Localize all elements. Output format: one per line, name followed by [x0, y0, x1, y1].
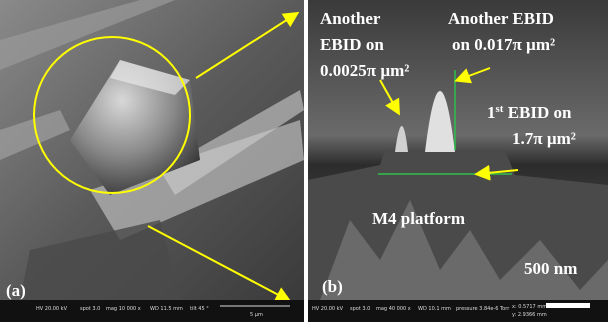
annotation: on 0.017π µm² [452, 35, 555, 54]
annotation: EBID on [320, 35, 384, 54]
info-text: WD 10.1 mm [418, 306, 451, 312]
annotation-part: EBID on [503, 103, 572, 122]
info-text: WD 11.5 mm [150, 306, 183, 312]
scale-bar [546, 303, 590, 308]
info-text: spot 3.0 [80, 306, 100, 312]
panel-a: (a) HV 20.00 kV spot 3.0 mag 10 000 x WD… [0, 0, 304, 322]
panel-label: (a) [6, 281, 26, 300]
annotation: Another [320, 9, 381, 28]
platform-label: M4 platform [372, 209, 465, 228]
panel-b: Another EBID on 0.0025π µm² Another EBID… [308, 0, 608, 322]
info-text: x: 0.5717 mm [512, 304, 547, 310]
annotation: 1.7π µm² [512, 129, 576, 148]
info-text: mag 40 000 x [376, 306, 411, 312]
info-text: HV 20.00 kV [312, 306, 344, 312]
info-text: mag 10 000 x [106, 306, 141, 312]
info-text: HV 20.00 kV [36, 306, 68, 312]
panel-label: (b) [322, 277, 343, 296]
info-text: tilt 45 ° [190, 306, 209, 312]
figure: (a) HV 20.00 kV spot 3.0 mag 10 000 x WD… [0, 0, 608, 322]
annotation: 0.0025π µm² [320, 61, 409, 80]
annotation: Another EBID [448, 9, 554, 28]
info-text: spot 3.0 [350, 306, 370, 312]
annotation-part: 1 [487, 103, 496, 122]
scale-label: 500 nm [524, 259, 577, 278]
info-text: 5 µm [250, 312, 263, 318]
info-text: pressure 3.84e-6 Torr [456, 306, 510, 312]
info-text: y: 2.9366 mm [512, 312, 547, 318]
